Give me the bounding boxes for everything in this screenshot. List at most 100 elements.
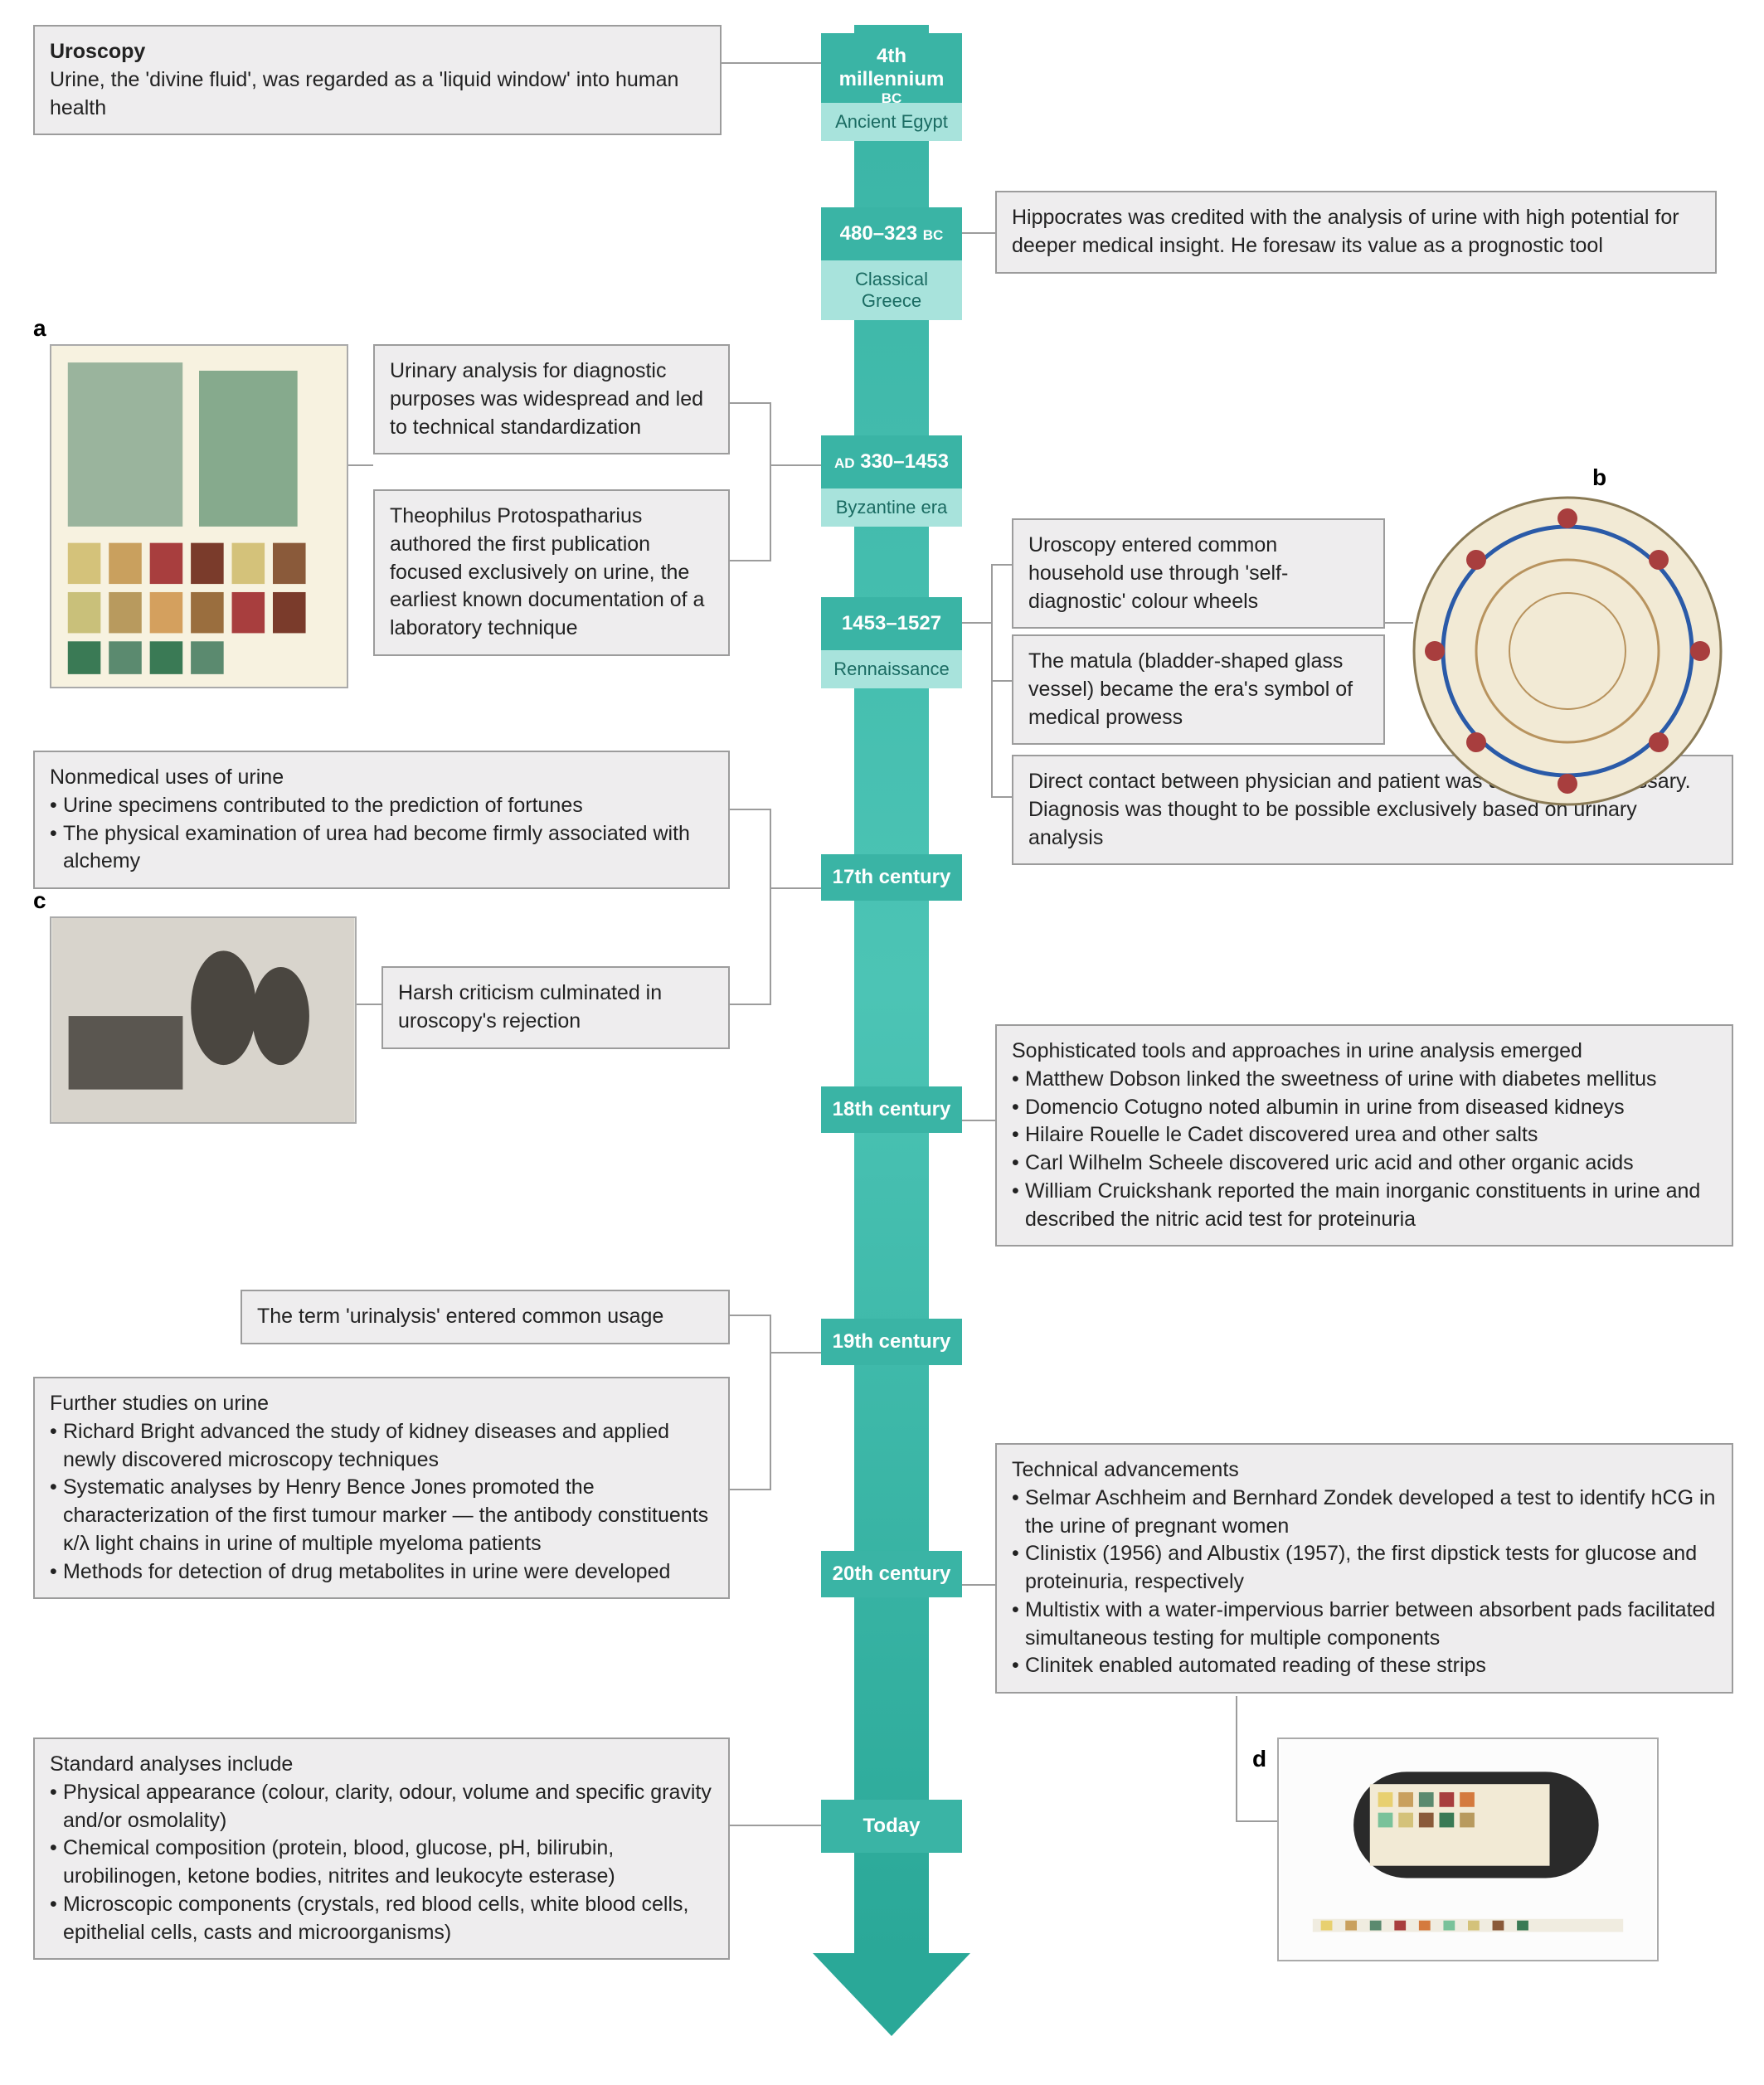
figure-c [50,916,357,1124]
box-title: Nonmedical uses of urine [50,765,284,789]
box-title: Sophisticated tools and approaches in ur… [1012,1039,1582,1062]
era-pill-330-1453: AD 330–1453 [821,435,962,488]
era-sub-renaissance: Rennaissance [821,650,962,688]
box-title: Uroscopy [50,40,145,63]
connector [730,560,771,561]
connector [770,809,771,1004]
box-body: Theophilus Protospatharius authored the … [390,504,704,639]
connector [991,796,1012,798]
era-pill-1453-1527: 1453–1527 [821,597,962,650]
box-list: Urine specimens contributed to the predi… [50,792,713,876]
box-byz1: Urinary analysis for diagnostic purposes… [373,344,730,454]
list-item: Hilaire Rouelle le Cadet discovered urea… [1012,1121,1717,1149]
connector [1236,1696,1237,1820]
connector [730,1825,821,1826]
list-item: William Cruickshank reported the main in… [1012,1178,1717,1234]
box-20th: Technical advancements Selmar Aschheim a… [995,1443,1733,1694]
era-label: 18th century [833,1098,951,1120]
connector [722,62,821,64]
connector [770,1315,771,1489]
box-list: Selmar Aschheim and Bernhard Zondek deve… [1012,1485,1717,1680]
box-body: Hippocrates was credited with the analys… [1012,206,1679,257]
connector [730,809,771,810]
era-pill-19th: 19th century [821,1319,962,1365]
list-item: Matthew Dobson linked the sweetness of u… [1012,1066,1717,1094]
box-list: Physical appearance (colour, clarity, od… [50,1779,713,1947]
era-label: 480–323 [840,222,917,245]
box-body: Harsh criticism culminated in uroscopy's… [398,981,662,1033]
era-pill-20th: 20th century [821,1551,962,1597]
figure-d [1277,1738,1659,1961]
era-small: BC [923,227,944,243]
connector [962,232,995,234]
connector [962,1120,995,1121]
connector [962,622,991,624]
box-19th-studies: Further studies on urine Richard Bright … [33,1377,730,1599]
box-18th: Sophisticated tools and approaches in ur… [995,1024,1733,1247]
connector [770,887,821,889]
figure-label-a: a [33,315,46,342]
list-item: Selmar Aschheim and Bernhard Zondek deve… [1012,1485,1717,1541]
box-today: Standard analyses include Physical appea… [33,1738,730,1960]
era-pill-18th: 18th century [821,1086,962,1133]
box-uroscopy: Uroscopy Urine, the 'divine fluid', was … [33,25,722,135]
box-body: Urine, the 'divine fluid', was regarded … [50,68,678,119]
connector [770,1352,821,1354]
era-label: 4th millennium [839,45,945,90]
list-item: Urine specimens contributed to the predi… [50,792,713,820]
box-byz2: Theophilus Protospatharius authored the … [373,489,730,656]
connector [770,402,771,560]
list-item: Chemical composition (protein, blood, gl… [50,1835,713,1891]
box-title: Technical advancements [1012,1458,1239,1481]
connector [991,680,1012,682]
box-hippocrates: Hippocrates was credited with the analys… [995,191,1717,274]
connector [1236,1820,1277,1822]
era-label: 17th century [833,866,951,888]
list-item: Domencio Cotugno noted albumin in urine … [1012,1094,1717,1122]
era-pill-today: Today [821,1800,962,1853]
connector [991,564,1012,566]
figure-label-d: d [1252,1746,1266,1772]
connector [730,402,771,404]
era-sub-greece: Classical Greece [821,260,962,320]
connector [1385,622,1413,624]
box-ren1: Uroscopy entered common household use th… [1012,518,1385,629]
list-item: Methods for detection of drug metabolite… [50,1558,713,1587]
connector [730,1004,771,1005]
box-body: Uroscopy entered common household use th… [1028,533,1288,613]
connector [357,1004,381,1005]
box-list: Matthew Dobson linked the sweetness of u… [1012,1066,1717,1234]
timeline-arrow-head [813,1953,970,2036]
figure-label-c: c [33,887,46,914]
figure-b [1410,493,1725,809]
figure-a [50,344,348,688]
era-label: 1453–1527 [842,612,941,634]
era-pill-17th: 17th century [821,854,962,901]
list-item: The physical examination of urea had bec… [50,820,713,877]
era-label: 330–1453 [860,450,949,473]
list-item: Multistix with a water-impervious barrie… [1012,1597,1717,1653]
list-item: Clinistix (1956) and Albustix (1957), th… [1012,1540,1717,1597]
list-item: Richard Bright advanced the study of kid… [50,1418,713,1475]
box-17th: Nonmedical uses of urine Urine specimens… [33,751,730,889]
era-sub-byzantine: Byzantine era [821,488,962,527]
box-title: Standard analyses include [50,1752,293,1776]
box-19th-term: The term 'urinalysis' entered common usa… [241,1290,730,1344]
box-list: Richard Bright advanced the study of kid… [50,1418,713,1587]
era-pill-480-323: 480–323 BC [821,207,962,260]
timeline: 4th millennium BC Ancient Egypt 480–323 … [17,17,1747,2068]
era-label: 19th century [833,1330,951,1353]
era-label: 20th century [833,1563,951,1585]
list-item: Systematic analyses by Henry Bence Jones… [50,1474,713,1558]
connector [348,464,373,466]
era-sub-egypt: Ancient Egypt [821,103,962,141]
box-body: Urinary analysis for diagnostic purposes… [390,359,703,439]
list-item: Microscopic components (crystals, red bl… [50,1891,713,1947]
box-ren2: The matula (bladder-shaped glass vessel)… [1012,634,1385,745]
connector [730,1489,771,1490]
box-body: The term 'urinalysis' entered common usa… [257,1305,663,1328]
connector [770,464,821,466]
box-17th-rejection: Harsh criticism culminated in uroscopy's… [381,966,730,1049]
era-prefix: AD [834,455,855,471]
box-title: Further studies on urine [50,1392,269,1415]
